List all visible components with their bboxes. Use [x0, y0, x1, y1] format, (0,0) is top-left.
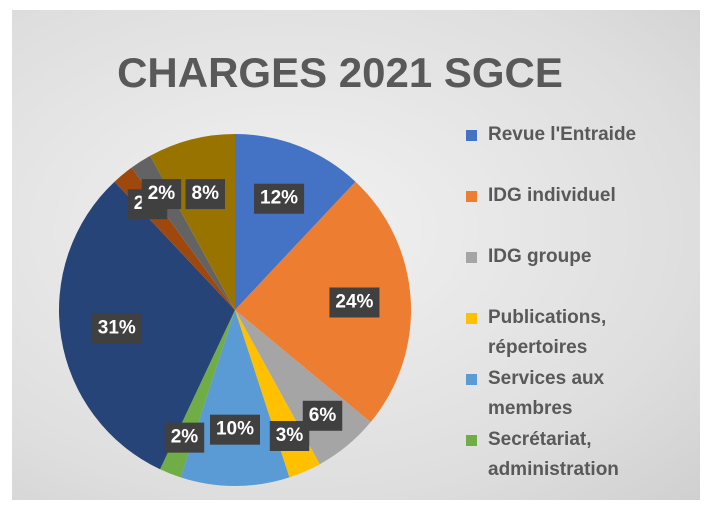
legend-entry: Secrétariat, administration: [466, 425, 666, 485]
legend-label: Secrétariat, administration: [488, 429, 619, 480]
data-label: 31%: [91, 313, 142, 344]
data-label-box: [91, 313, 142, 344]
legend-swatch: [466, 435, 477, 446]
data-label-text: 10%: [216, 419, 254, 440]
data-label-box: [164, 422, 205, 453]
data-label: 10%: [209, 414, 261, 445]
legend-entry: Publications, répertoires: [466, 303, 666, 363]
data-label-text: 8%: [192, 183, 220, 204]
data-label: 3%: [269, 420, 310, 451]
data-label-text: 2%: [171, 427, 199, 448]
data-label-box: [209, 414, 261, 445]
legend-entry: IDG groupe: [466, 242, 666, 272]
data-label: 6%: [302, 400, 343, 431]
pie-slice: [58, 181, 236, 470]
data-label: 12%: [254, 183, 305, 214]
data-label-text: 12%: [260, 188, 298, 209]
legend-label: IDG groupe: [488, 246, 592, 267]
legend-swatch: [466, 374, 477, 385]
legend-label: Services aux membres: [488, 368, 605, 419]
data-label-box: [302, 400, 343, 431]
data-label-text: 6%: [309, 405, 337, 426]
data-label-text: 31%: [98, 318, 136, 339]
legend-label: IDG individuel: [488, 185, 616, 206]
legend-swatch: [466, 191, 477, 202]
data-label-text: 3%: [276, 425, 304, 446]
chart-title: CHARGES 2021 SGCE: [117, 49, 563, 96]
legend-entry: Services aux membres: [466, 364, 666, 424]
pie-slice: [180, 310, 290, 487]
pie-slice: [150, 134, 235, 310]
data-label-text: 2%: [148, 183, 176, 204]
legend-swatch: [466, 313, 477, 324]
data-label: 2%: [141, 179, 182, 210]
data-label-box: [185, 179, 225, 210]
pie-slice: [235, 134, 356, 310]
data-label-text: 24%: [335, 292, 373, 313]
data-label-box: [254, 183, 305, 214]
legend-label: Publications, répertoires: [488, 307, 607, 358]
pie-slice: [235, 181, 411, 423]
data-label: 8%: [185, 179, 225, 210]
data-label: 24%: [329, 287, 380, 318]
legend-entry: Revue l'Entraide: [466, 120, 666, 150]
data-label-box: [329, 287, 380, 318]
legend-label: Revue l'Entraide: [488, 124, 637, 145]
data-label-box: [269, 420, 310, 451]
data-label-box: [141, 179, 182, 210]
legend-swatch: [466, 130, 477, 141]
legend-swatch: [466, 252, 477, 263]
data-label: 2%: [164, 422, 205, 453]
legend-entry: IDG individuel: [466, 181, 666, 211]
